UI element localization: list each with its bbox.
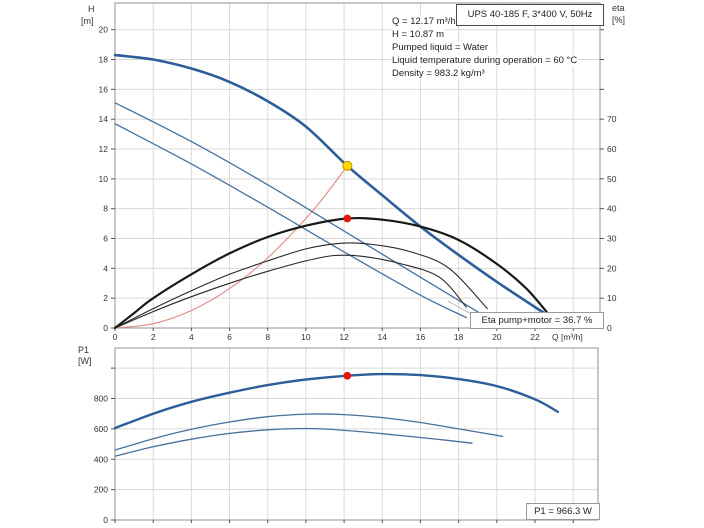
series-pump-curve-speed-2 xyxy=(114,102,488,319)
eta-point-marker[interactable] xyxy=(343,214,352,223)
axis-tick-label: 14 xyxy=(378,332,388,342)
series-p1-curve-speed-2 xyxy=(114,413,504,451)
axis-tick-label: 2 xyxy=(103,293,108,303)
series-pump-curve-max-speed xyxy=(113,53,546,315)
axis-tick-label: 12 xyxy=(339,332,349,342)
series-system-curve xyxy=(114,165,348,329)
duty-flow-value: Q = 12.17 m³/h xyxy=(391,16,457,27)
axis-tick-label: 400 xyxy=(94,454,108,464)
axis-tick-label: eta xyxy=(612,3,625,13)
power-p1-chart: 0 200 400 600 800 xyxy=(94,347,599,525)
pump-model-title: UPS 40-185 F, 3*400 V, 50Hz xyxy=(456,4,604,26)
axis-tick-label: 4 xyxy=(189,332,194,342)
axis-tick-label: 4 xyxy=(103,263,108,273)
right-axis-labels: 0 10 20 30 40 50 60 70 xyxy=(607,114,617,333)
duty-point-marker[interactable] xyxy=(342,160,353,171)
axis-tick-label: 18 xyxy=(454,332,464,342)
axis-tick-label: 20 xyxy=(99,25,109,35)
p1-power-label: P1 = 966.3 W xyxy=(526,503,600,520)
eta-efficiency-label: Eta pump+motor = 36.7 % xyxy=(470,312,604,329)
axis-tick-label: 8 xyxy=(265,332,270,342)
left-axis-labels: 0 2 4 6 8 10 12 14 16 18 20 xyxy=(99,25,109,333)
axis-tick-label: P1 xyxy=(78,345,89,355)
duty-info-block: Q = 12.17 m³/h H = 10.87 m Pumped liquid… xyxy=(391,15,579,80)
axis-tick-label: 30 xyxy=(607,234,617,244)
axis-tick-label: 10 xyxy=(99,174,109,184)
axis-tick-label: 50 xyxy=(607,174,617,184)
axis-tick-label: 600 xyxy=(94,424,108,434)
eta-label-leader-line xyxy=(447,300,472,315)
axis-tick-label: 16 xyxy=(416,332,426,342)
series-p1-curve-max-speed xyxy=(113,372,560,430)
axis-tick-label: 0 xyxy=(103,515,108,525)
plot-border xyxy=(114,347,599,521)
axis-tick-label: 20 xyxy=(607,263,617,273)
axis-tick-label: [W] xyxy=(78,356,92,366)
series-eta-curve-speed-2 xyxy=(114,242,488,329)
x-axis-labels: 0 2 4 6 8 10 12 14 16 18 20 22 Q [m³/h] xyxy=(113,332,583,342)
axis-tick-label: [m] xyxy=(81,16,94,26)
axis-tick-label: 16 xyxy=(99,84,109,94)
series-p1-curve-speed-1 xyxy=(114,427,473,457)
axis-tick-label: 800 xyxy=(94,394,108,404)
axis-tick-label: [%] xyxy=(612,15,625,25)
left-axis-labels: 0 200 400 600 800 xyxy=(94,394,108,525)
grid-lines xyxy=(115,348,598,520)
axis-tick-label: 10 xyxy=(607,293,617,303)
axis-titles: H [m] eta [%] P1[W] xyxy=(78,3,625,366)
series-pump-curve-speed-1 xyxy=(114,123,467,319)
axis-tick-label: 40 xyxy=(607,204,617,214)
axis-tick-label: 0 xyxy=(607,323,612,333)
axis-tick-label: 60 xyxy=(607,144,617,154)
axis-tick-label: 20 xyxy=(492,332,502,342)
right-axis-ticks xyxy=(600,29,604,329)
left-axis-ticks xyxy=(111,29,115,329)
axis-tick-label: 6 xyxy=(227,332,232,342)
density-info: Density = 983.2 kg/m³ xyxy=(391,68,486,79)
axis-tick-label: 12 xyxy=(99,144,109,154)
axis-tick-label: H xyxy=(88,4,95,14)
x-axis-ticks xyxy=(114,520,574,523)
axis-tick-label: 0 xyxy=(103,323,108,333)
liquid-temperature-info: Liquid temperature during operation = 60… xyxy=(391,55,579,66)
axis-tick-label: 70 xyxy=(607,114,617,124)
axis-tick-label: 18 xyxy=(99,55,109,65)
axis-tick-label: 0 xyxy=(113,332,118,342)
x-axis-ticks xyxy=(114,328,574,331)
plot-border xyxy=(114,2,601,329)
pumped-liquid-info: Pumped liquid = Water xyxy=(391,42,490,53)
axis-tick-label: Q [m³/h] xyxy=(552,332,583,342)
axis-tick-label: 14 xyxy=(99,114,109,124)
series-eta-curve-max-speed xyxy=(113,216,548,330)
left-axis-ticks xyxy=(111,367,115,521)
axis-tick-label: 10 xyxy=(301,332,311,342)
axis-tick-label: 22 xyxy=(530,332,540,342)
axis-tick-label: 200 xyxy=(94,485,108,495)
axis-tick-label: 8 xyxy=(103,204,108,214)
duty-head-value: H = 10.87 m xyxy=(391,29,446,40)
series-eta-curve-speed-1 xyxy=(114,254,467,329)
axis-tick-label: 6 xyxy=(103,234,108,244)
axis-tick-label: 2 xyxy=(151,332,156,342)
p1-point-marker[interactable] xyxy=(343,371,352,380)
